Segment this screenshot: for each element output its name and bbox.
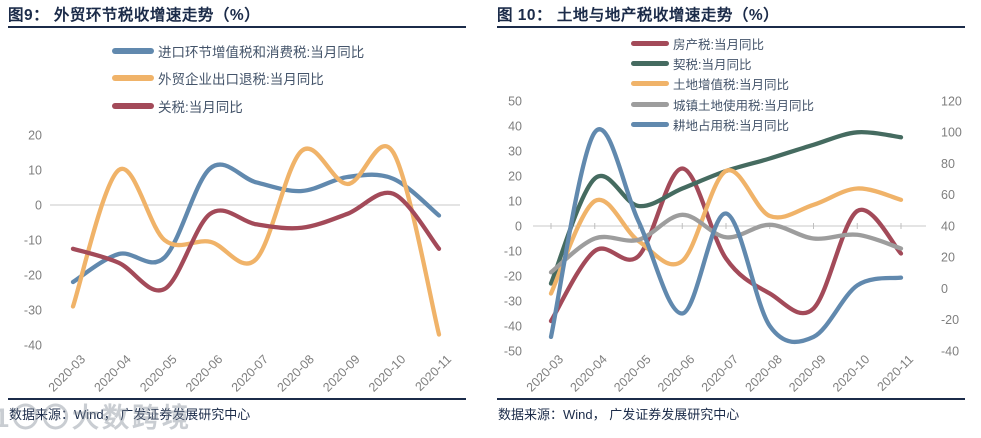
secondary-y-axis-label: -40 [941,344,959,358]
legend-item: 进口环节增值税和消费税:当月同比 [112,37,364,65]
series-line [548,168,904,296]
y-axis-label: 20 [508,169,522,183]
y-axis-label: -20 [24,268,42,282]
legend-item: 关税:当月同比 [112,92,364,120]
series-line [70,162,442,285]
legend-item: 外贸企业出口退税:当月同比 [112,65,364,93]
series-line [548,129,904,286]
secondary-y-axis-label: 100 [941,126,962,140]
series-line [70,190,442,293]
figure-10-source-note: 数据来源：Wind， 广发证券发展研究中心 [498,407,740,422]
y-axis-label: -50 [504,344,522,358]
legend-label: 关税:当月同比 [158,99,243,115]
x-axis-label: 2020-08 [743,352,785,394]
legend-swatch [112,47,154,54]
figure-10-title-rule [497,26,965,28]
x-axis-label: 2020-11 [412,352,454,394]
figure-9-panel: 图9： 外贸环节税收增速走势（%） 进口环节增值税和消费税:当月同比 外贸企业出口… [8,0,466,438]
legend-swatch [631,40,669,46]
x-axis-label: 2020-10 [830,352,872,394]
y-axis-label: -20 [504,269,522,283]
x-axis-label: 2020-06 [183,352,225,394]
series-line [70,143,442,337]
y-axis-label: -30 [504,294,522,308]
x-axis-label: 2020-03 [46,352,88,394]
y-axis-label: -40 [504,319,522,333]
y-axis-label: 10 [508,194,522,208]
x-axis-label: 2020-05 [611,352,653,394]
y-axis-label: -10 [24,233,42,247]
secondary-y-axis-label: 0 [941,282,948,296]
y-axis-label: 10 [28,163,42,177]
legend-label: 进口环节增值税和消费税:当月同比 [158,44,365,60]
figure-9-title: 图9： 外贸环节税收增速走势（%） [8,7,261,24]
legend-label: 契税:当月同比 [673,58,752,73]
legend-swatch [112,102,154,109]
legend-label: 土地增值税:当月同比 [673,78,789,93]
y-axis-label: 0 [515,219,522,233]
legend-item: 契税:当月同比 [631,53,814,73]
x-axis-label: 2020-11 [874,352,916,394]
y-axis-label: -10 [504,244,522,258]
x-axis-label: 2020-09 [786,352,828,394]
legend-label: 城镇土地使用税:当月同比 [673,98,814,113]
secondary-y-axis-label: 60 [941,188,955,202]
y-axis-label: -30 [24,303,42,317]
x-axis-label: 2020-06 [655,352,697,394]
legend-swatch [631,81,669,87]
x-axis-label: 2020-03 [524,352,566,394]
figure-9-legend: 进口环节增值税和消费税:当月同比 外贸企业出口退税:当月同比 关税:当月同比 [112,37,364,120]
y-axis-label: 30 [508,144,522,158]
x-axis-label: 2020-08 [275,352,317,394]
figure-10-title: 图 10： 土地与地产税收增速走势（%） [497,7,780,24]
legend-label: 房产税:当月同比 [673,37,764,52]
x-axis-label: 2020-07 [699,352,741,394]
figure-9-bottom-rule [8,398,466,400]
secondary-y-axis-label: -20 [941,313,959,327]
y-axis-label: 40 [508,119,522,133]
figure-10-panel: 图 10： 土地与地产税收增速走势（%） 房产税:当月同比 契税:当月同比土地增值… [497,0,965,438]
legend-item: 房产税:当月同比 [631,33,814,53]
legend-item: 土地增值税:当月同比 [631,74,814,94]
figure-10-bottom-rule [497,398,965,400]
series-line [548,212,904,275]
legend-item: 耕地占用税:当月同比 [631,115,814,135]
legend-swatch [631,101,669,107]
secondary-y-axis-label: 40 [941,219,955,233]
x-axis-label: 2020-04 [92,352,134,394]
legend-item: 城镇土地使用税:当月同比 [631,94,814,114]
x-axis-label: 2020-04 [568,352,610,394]
x-axis-label: 2020-10 [366,352,408,394]
y-axis-label: 0 [35,198,42,212]
figure-10-line-chart: 50403020100-10-20-30-40-5012010080604020… [504,94,962,394]
series-line [548,127,904,345]
y-axis-label: 50 [508,94,522,108]
legend-label: 外贸企业出口退税:当月同比 [158,72,324,88]
legend-label: 耕地占用税:当月同比 [673,119,789,134]
legend-swatch [631,122,669,128]
secondary-y-axis-label: 20 [941,251,955,265]
legend-swatch [631,61,669,67]
x-axis-label: 2020-09 [320,352,362,394]
secondary-y-axis-label: 120 [941,94,962,108]
figure-10-legend: 房产税:当月同比 契税:当月同比土地增值税:当月同比城镇土地使用税:当月同比 耕地占… [631,33,814,135]
secondary-y-axis-label: 80 [941,157,955,171]
legend-swatch [112,75,154,82]
figure-9-title-rule [8,26,466,28]
x-axis-label: 2020-05 [137,352,179,394]
x-axis-label: 2020-07 [229,352,271,394]
y-axis-label: 20 [28,128,42,142]
y-axis-label: -40 [24,338,42,352]
figure-9-source-note: 数据来源：Wind， 广发证券发展研究中心 [9,407,251,422]
